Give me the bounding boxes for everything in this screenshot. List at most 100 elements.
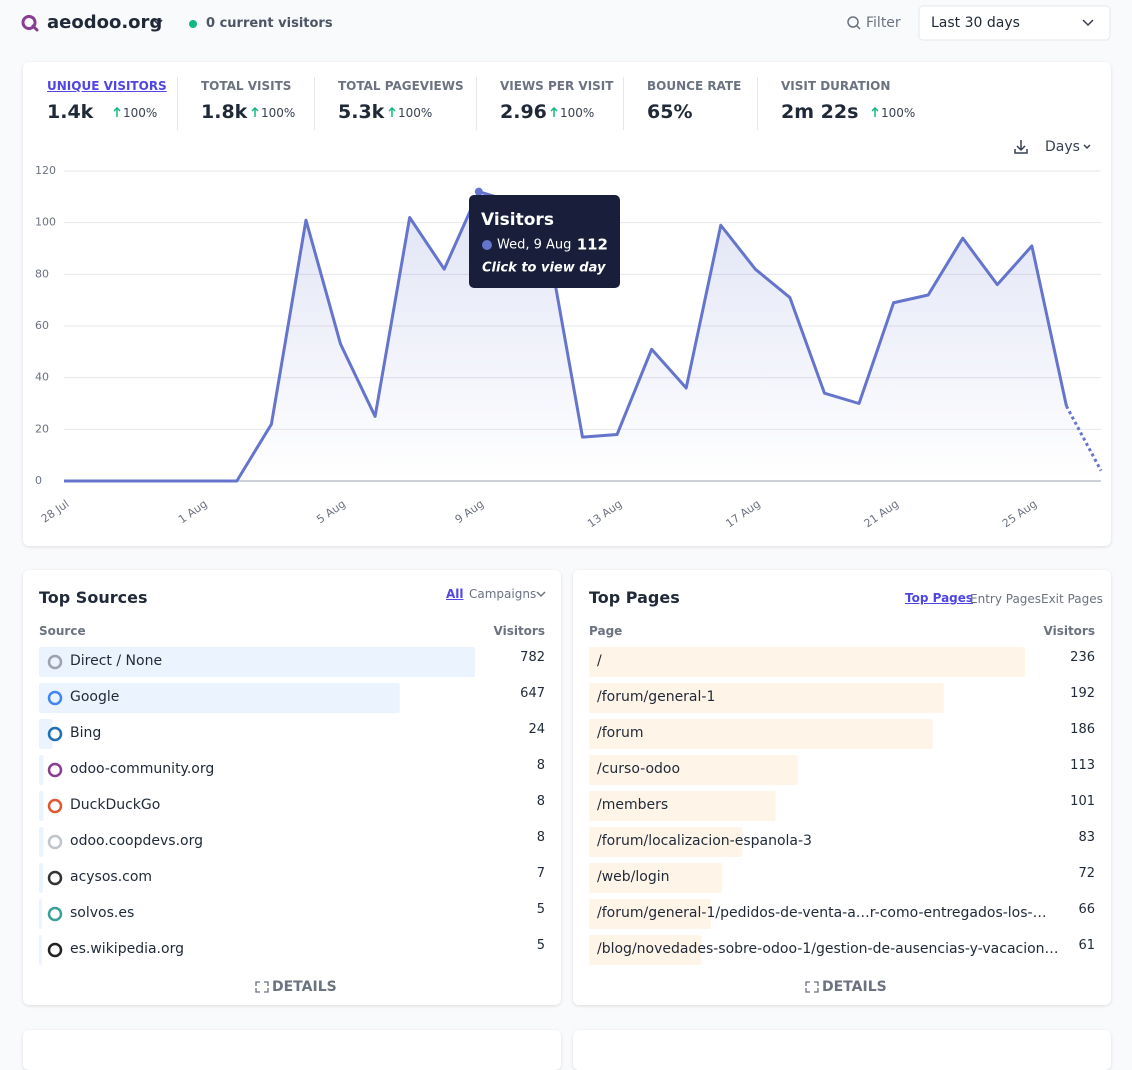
period[interactable]: Last 30 days — [931, 15, 1020, 31]
realtime[interactable]: 0 current visitors — [206, 16, 333, 31]
row-name[interactable]: es.wikipedia.org — [70, 941, 184, 957]
tab[interactable]: Exit Pages — [1041, 592, 1103, 606]
source-icon — [47, 906, 63, 922]
up-arrow — [388, 107, 396, 117]
x-tick-label: 1 Aug — [176, 497, 210, 526]
source-icon — [47, 762, 63, 778]
row-name[interactable]: /forum/localizacion-espanola-3 — [597, 833, 812, 849]
row-name[interactable]: /members — [597, 797, 669, 813]
tooltip-title: Visitors — [481, 210, 554, 230]
bar — [589, 827, 743, 857]
column-header: Visitors — [493, 624, 546, 638]
live-dot — [189, 20, 197, 28]
metric-change: 100% — [398, 106, 433, 120]
line — [64, 190, 1068, 483]
metric-label[interactable]: UNIQUE VISITORS — [47, 79, 167, 93]
row-value: 186 — [1070, 722, 1095, 737]
bar — [39, 863, 43, 893]
bar — [589, 899, 711, 929]
row-name[interactable]: Bing — [70, 725, 102, 741]
details[interactable]: DETAILS — [272, 979, 337, 995]
up-arrow — [251, 107, 259, 117]
metric-label[interactable]: VISIT DURATION — [781, 79, 891, 93]
tab[interactable]: Entry Pages — [970, 592, 1042, 606]
row-name[interactable]: /forum/general-1/pedidos-de-venta-a…r-co… — [597, 905, 1047, 921]
row-value: 5 — [536, 938, 545, 953]
metric-change: 100% — [261, 106, 296, 120]
row-value: 101 — [1070, 794, 1095, 809]
row-name[interactable]: /blog/novedades-sobre-odoo-1/gestion-de-… — [597, 941, 1059, 957]
chart: 0 20 40 60 80 100 120 28 Jul 1 Aug 5 Aug 9 Aug 13 A… — [35, 164, 1103, 965]
metric-label[interactable]: BOUNCE RATE — [647, 79, 742, 93]
tab[interactable]: Top Pages — [905, 591, 974, 605]
metric-change: 100% — [881, 106, 916, 120]
row-name[interactable]: odoo.coopdevs.org — [70, 833, 203, 849]
x-tick-label: 9 Aug — [453, 497, 487, 526]
metric-value: 2m 22s — [781, 101, 859, 123]
metric-value: 1.4k — [47, 101, 94, 123]
card-title: Top Sources — [39, 588, 148, 607]
row-value: 8 — [536, 758, 545, 773]
divider — [314, 77, 315, 130]
tab[interactable]: Campaigns — [469, 587, 537, 601]
pages-card — [573, 570, 1111, 1005]
column-header: Visitors — [1043, 624, 1096, 638]
metric-label[interactable]: VIEWS PER VISIT — [500, 79, 614, 93]
row-name[interactable]: /forum/general-1 — [597, 689, 716, 705]
y-tick-label: 40 — [35, 371, 49, 384]
x-tick-label: 17 Aug — [723, 497, 762, 530]
row-value: 72 — [1078, 866, 1095, 881]
details[interactable]: DETAILS — [822, 979, 887, 995]
bar — [39, 791, 44, 821]
source-icon — [47, 690, 63, 706]
filter[interactable]: Filter — [866, 15, 901, 31]
bar — [589, 791, 776, 821]
row-name[interactable]: /web/login — [597, 869, 670, 885]
tooltip-value: 112 — [577, 236, 608, 254]
up-arrow — [871, 107, 879, 117]
metric-change: 100% — [123, 106, 158, 120]
row-name[interactable]: /forum — [597, 725, 644, 741]
row-value: 782 — [520, 650, 545, 665]
row-name[interactable]: acysos.com — [70, 869, 153, 885]
source-icon — [47, 726, 63, 742]
campaigns-chevron — [536, 591, 546, 598]
y-tick-label: 100 — [35, 216, 56, 229]
incomplete-line — [1065, 405, 1103, 472]
row-value: 113 — [1070, 758, 1095, 773]
area — [64, 191, 1101, 481]
bar — [589, 863, 723, 893]
bar — [589, 719, 933, 749]
source-icon — [47, 654, 63, 670]
metric-change: 100% — [560, 106, 595, 120]
tooltip — [469, 195, 620, 288]
interval-chevron — [1083, 144, 1091, 150]
row-name[interactable]: / — [597, 653, 602, 669]
tooltip-dot — [482, 240, 492, 250]
site-chevron[interactable] — [153, 19, 163, 26]
row-value: 7 — [536, 866, 545, 881]
metric-label[interactable]: TOTAL VISITS — [201, 79, 292, 93]
site-name[interactable]: aeodoo.org — [47, 12, 163, 33]
up-arrow — [550, 107, 558, 117]
interval[interactable]: Days — [1045, 139, 1080, 155]
download-icon[interactable] — [1014, 140, 1028, 154]
row-value: 647 — [520, 686, 545, 701]
tab[interactable]: All — [446, 587, 464, 601]
row-name[interactable]: Direct / None — [70, 653, 163, 669]
metric-value: 1.8k — [201, 101, 248, 123]
period-select[interactable] — [918, 5, 1111, 41]
row-name[interactable]: solvos.es — [70, 905, 135, 921]
row-name[interactable]: DuckDuckGo — [70, 797, 161, 813]
tooltip-label: Wed, 9 Aug — [497, 238, 571, 253]
row-name[interactable]: odoo-community.org — [70, 761, 215, 777]
row-value: 8 — [536, 794, 545, 809]
divider — [623, 77, 624, 130]
row-name[interactable]: /curso-odoo — [597, 761, 681, 777]
y-tick-label: 0 — [35, 474, 42, 487]
card-title: Top Pages — [589, 588, 680, 607]
up-arrow — [550, 107, 558, 117]
row-value: 236 — [1070, 650, 1095, 665]
metric-label[interactable]: TOTAL PAGEVIEWS — [338, 79, 464, 93]
row-name[interactable]: Google — [70, 689, 120, 705]
